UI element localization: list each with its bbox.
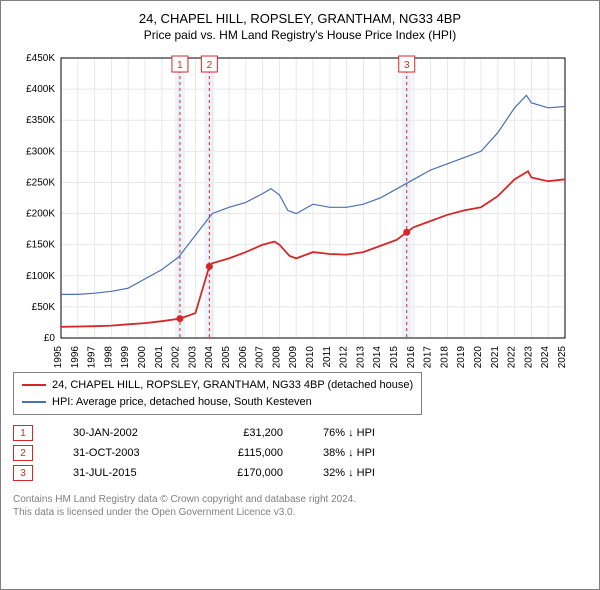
chart-subtitle: Price paid vs. HM Land Registry's House … xyxy=(13,28,587,42)
svg-text:£300K: £300K xyxy=(26,146,55,157)
marker-price: £170,000 xyxy=(213,467,283,479)
svg-text:2005: 2005 xyxy=(221,346,232,368)
marker-date: 31-OCT-2003 xyxy=(73,447,173,459)
svg-text:£50K: £50K xyxy=(32,302,56,313)
svg-text:£0: £0 xyxy=(44,333,56,344)
svg-text:2019: 2019 xyxy=(456,346,467,368)
marker-date: 30-JAN-2002 xyxy=(73,427,173,439)
svg-text:2010: 2010 xyxy=(305,346,316,368)
svg-text:2013: 2013 xyxy=(355,346,366,368)
svg-text:2001: 2001 xyxy=(154,346,165,368)
svg-text:£250K: £250K xyxy=(26,177,55,188)
svg-text:2003: 2003 xyxy=(187,346,198,368)
svg-text:2007: 2007 xyxy=(255,346,266,368)
svg-text:£450K: £450K xyxy=(26,53,55,64)
marker-row: 1 30-JAN-2002 £31,200 76% ↓ HPI xyxy=(13,423,587,443)
legend: 24, CHAPEL HILL, ROPSLEY, GRANTHAM, NG33… xyxy=(13,372,422,415)
line-chart-svg: £0 £50K £100K £150K £200K £250K £300K £350K £400… xyxy=(13,48,573,368)
svg-text:2018: 2018 xyxy=(439,346,450,368)
marker-row: 2 31-OCT-2003 £115,000 38% ↓ HPI xyxy=(13,443,587,463)
svg-text:2008: 2008 xyxy=(271,346,282,368)
legend-label: 24, CHAPEL HILL, ROPSLEY, GRANTHAM, NG33… xyxy=(52,377,413,394)
svg-text:2000: 2000 xyxy=(137,346,148,368)
svg-text:2017: 2017 xyxy=(423,346,434,368)
legend-swatch xyxy=(22,401,46,403)
chart-area: £0 £50K £100K £150K £200K £250K £300K £350K £400… xyxy=(13,48,587,368)
svg-text:£150K: £150K xyxy=(26,240,55,251)
svg-text:1998: 1998 xyxy=(103,346,114,368)
svg-text:£350K: £350K xyxy=(26,115,55,126)
disclaimer-line2: This data is licensed under the Open Gov… xyxy=(13,506,587,519)
marker-number-box: 2 xyxy=(13,445,33,461)
svg-text:2014: 2014 xyxy=(372,346,383,368)
svg-text:2002: 2002 xyxy=(171,346,182,368)
marker-table: 1 30-JAN-2002 £31,200 76% ↓ HPI 2 31-OCT-2003… xyxy=(13,423,587,483)
marker-number-box: 3 xyxy=(13,465,33,481)
marker-delta: 32% ↓ HPI xyxy=(323,467,413,479)
legend-swatch xyxy=(22,384,46,386)
marker-date: 31-JUL-2015 xyxy=(73,467,173,479)
marker-price: £115,000 xyxy=(213,447,283,459)
marker-number-box: 1 xyxy=(13,425,33,441)
svg-text:2022: 2022 xyxy=(507,346,518,368)
marker-row: 3 31-JUL-2015 £170,000 32% ↓ HPI xyxy=(13,463,587,483)
svg-text:2021: 2021 xyxy=(490,346,501,368)
svg-text:2023: 2023 xyxy=(523,346,534,368)
marker-price: £31,200 xyxy=(213,427,283,439)
marker-delta: 76% ↓ HPI xyxy=(323,427,413,439)
svg-text:2006: 2006 xyxy=(238,346,249,368)
svg-text:1995: 1995 xyxy=(53,346,64,368)
legend-label: HPI: Average price, detached house, Sout… xyxy=(52,394,312,411)
svg-text:3: 3 xyxy=(404,60,410,71)
legend-item: HPI: Average price, detached house, Sout… xyxy=(22,394,413,411)
marker-delta: 38% ↓ HPI xyxy=(323,447,413,459)
svg-text:2004: 2004 xyxy=(204,346,215,368)
svg-text:£100K: £100K xyxy=(26,271,55,282)
disclaimer-line1: Contains HM Land Registry data © Crown c… xyxy=(13,493,587,506)
svg-text:2024: 2024 xyxy=(540,346,551,368)
svg-text:2025: 2025 xyxy=(557,346,568,368)
chart-title: 24, CHAPEL HILL, ROPSLEY, GRANTHAM, NG33… xyxy=(13,11,587,26)
svg-text:1996: 1996 xyxy=(70,346,81,368)
svg-text:2009: 2009 xyxy=(288,346,299,368)
svg-text:2011: 2011 xyxy=(322,346,333,368)
svg-text:1: 1 xyxy=(177,60,183,71)
svg-text:2012: 2012 xyxy=(339,346,350,368)
legend-item: 24, CHAPEL HILL, ROPSLEY, GRANTHAM, NG33… xyxy=(22,377,413,394)
svg-text:2015: 2015 xyxy=(389,346,400,368)
svg-text:1997: 1997 xyxy=(87,346,98,368)
svg-text:2016: 2016 xyxy=(406,346,417,368)
svg-text:2: 2 xyxy=(207,60,213,71)
svg-text:2020: 2020 xyxy=(473,346,484,368)
svg-text:1999: 1999 xyxy=(120,346,131,368)
svg-text:£200K: £200K xyxy=(26,209,55,220)
svg-text:£400K: £400K xyxy=(26,84,55,95)
disclaimer: Contains HM Land Registry data © Crown c… xyxy=(13,493,587,519)
